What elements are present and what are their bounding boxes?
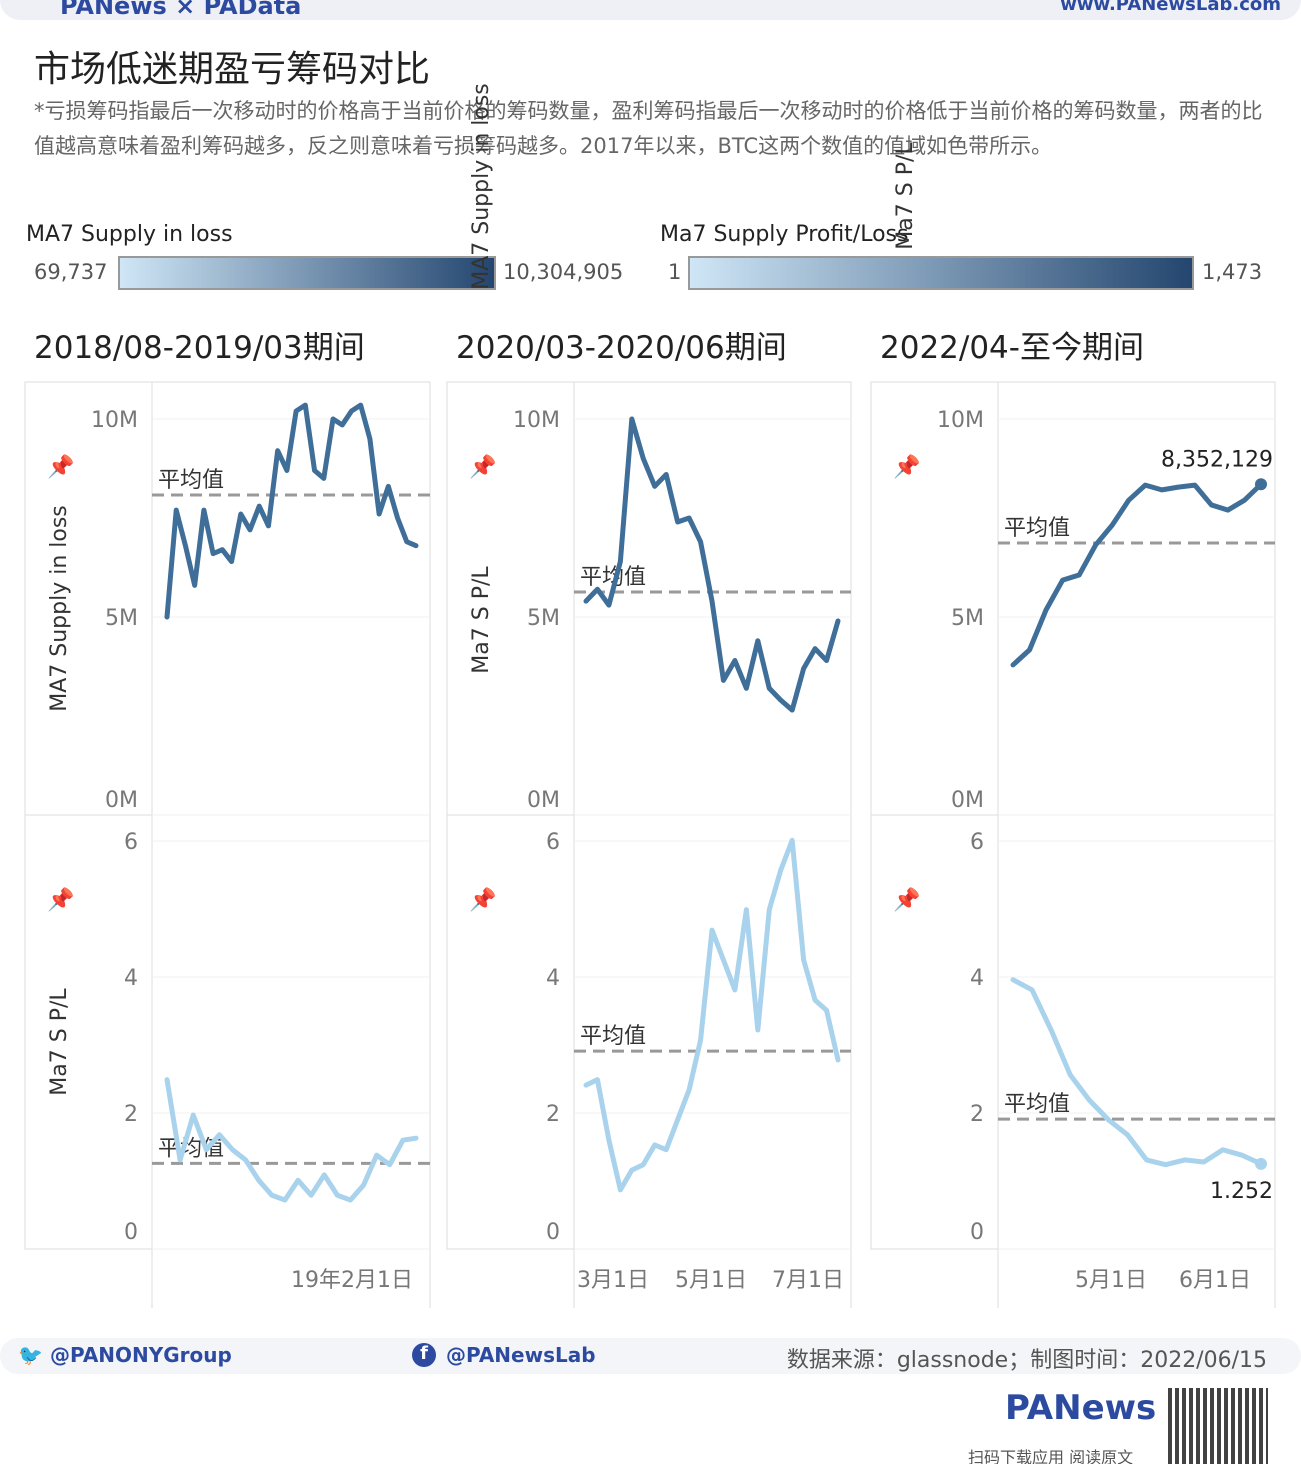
footer-bar xyxy=(0,1338,1301,1374)
y-tick-label: 10M xyxy=(513,408,560,433)
series-line-bottom xyxy=(1010,977,1264,1168)
description: *亏损筹码指最后一次移动时的价格高于当前价格的筹码数量，盈利筹码指最后一次移动时… xyxy=(34,99,1263,158)
x-tick-label: 19年2月1日 xyxy=(291,1268,413,1293)
y-tick-label: 4 xyxy=(124,966,138,991)
legend-min-pl: 1 xyxy=(668,260,682,284)
legend-min-supply: 69,737 xyxy=(34,260,108,284)
last-point-marker xyxy=(1255,1157,1267,1170)
y-tick-label: 2 xyxy=(124,1102,138,1127)
legend-gradient-pl xyxy=(688,256,1194,290)
y-tick-label: 0 xyxy=(546,1220,560,1245)
y-axis-title: Ma7 S P/L xyxy=(893,142,918,250)
y-tick-label: 0M xyxy=(527,788,560,813)
series-line-top xyxy=(1010,481,1264,668)
x-tick-label: 7月1日 xyxy=(772,1268,844,1293)
x-tick-label: 3月1日 xyxy=(577,1268,649,1293)
y-tick-label: 5M xyxy=(527,606,560,631)
facebook-handle[interactable]: @PANewsLab xyxy=(446,1343,596,1367)
pin-icon: 📌 xyxy=(469,886,496,913)
x-tick-label: 5月1日 xyxy=(675,1268,747,1293)
y-tick-label: 6 xyxy=(970,830,984,855)
y-tick-label: 4 xyxy=(970,966,984,991)
y-tick-label: 6 xyxy=(124,830,138,855)
qr-caption: 扫码下载应用 阅读原文 xyxy=(968,1448,1134,1464)
pin-icon: 📌 xyxy=(893,886,920,913)
panel-title-2020: 2020/03-2020/06期间 xyxy=(456,330,787,366)
legend-title-supply: MA7 Supply in loss xyxy=(26,222,233,247)
panel-title-2018: 2018/08-2019/03期间 xyxy=(34,330,365,366)
pin-icon: 📌 xyxy=(469,453,496,480)
pin-icon: 📌 xyxy=(47,453,74,480)
facebook-icon: f xyxy=(412,1343,436,1367)
x-tick-label: 6月1日 xyxy=(1179,1268,1251,1293)
average-label: 平均值 xyxy=(1004,516,1070,541)
y-tick-label: 4 xyxy=(546,966,560,991)
panel-title-2022: 2022/04-至今期间 xyxy=(880,330,1144,366)
page-title: 市场低迷期盈亏筹码对比 xyxy=(34,49,431,90)
average-label: 平均值 xyxy=(1004,1092,1070,1117)
y-axis-title: Ma7 S P/L xyxy=(469,566,494,674)
y-tick-label: 2 xyxy=(546,1102,560,1127)
y-tick-label: 0M xyxy=(951,788,984,813)
legend-title-pl: Ma7 Supply Profit/Loss xyxy=(660,222,909,247)
series-line-bottom xyxy=(164,1077,419,1203)
y-tick-label: 10M xyxy=(937,408,984,433)
y-tick-label: 0M xyxy=(105,788,138,813)
site-url[interactable]: www.PANewsLab.com xyxy=(1060,0,1281,15)
average-label: 平均值 xyxy=(580,1024,646,1049)
qr-code[interactable] xyxy=(1168,1388,1268,1464)
y-tick-label: 6 xyxy=(546,830,560,855)
y-axis-title: MA7 Supply in loss xyxy=(469,83,494,290)
y-axis-title: MA7 Supply in loss xyxy=(47,505,72,712)
y-tick-label: 5M xyxy=(951,606,984,631)
top-bar xyxy=(0,0,1301,20)
panews-logo: PANews xyxy=(1005,1388,1157,1428)
last-value-label: 8,352,129 xyxy=(1161,447,1273,472)
legend-gradient-supply xyxy=(118,256,496,290)
y-axis-title: Ma7 S P/L xyxy=(47,988,72,1096)
twitter-icon: 🐦 xyxy=(18,1343,43,1367)
pin-icon: 📌 xyxy=(47,886,74,913)
y-tick-label: 2 xyxy=(970,1102,984,1127)
data-source: 数据来源：glassnode；制图时间：2022/06/15 xyxy=(786,1348,1267,1373)
y-tick-label: 0 xyxy=(124,1220,138,1245)
pin-icon: 📌 xyxy=(893,453,920,480)
average-label: 平均值 xyxy=(158,468,224,493)
series-line-bottom xyxy=(583,837,841,1193)
legend-max-pl: 1,473 xyxy=(1202,260,1263,284)
legend-max-supply: 10,304,905 xyxy=(503,260,624,284)
last-point-marker xyxy=(1255,478,1267,491)
series-line-top xyxy=(164,402,419,620)
x-tick-label: 5月1日 xyxy=(1075,1268,1147,1293)
twitter-handle[interactable]: @PANONYGroup xyxy=(50,1343,232,1367)
y-tick-label: 0 xyxy=(970,1220,984,1245)
last-value-label: 1.252 xyxy=(1210,1179,1273,1204)
y-tick-label: 10M xyxy=(91,408,138,433)
y-tick-label: 5M xyxy=(105,606,138,631)
brand-logo: PANews × PAData xyxy=(60,0,302,20)
